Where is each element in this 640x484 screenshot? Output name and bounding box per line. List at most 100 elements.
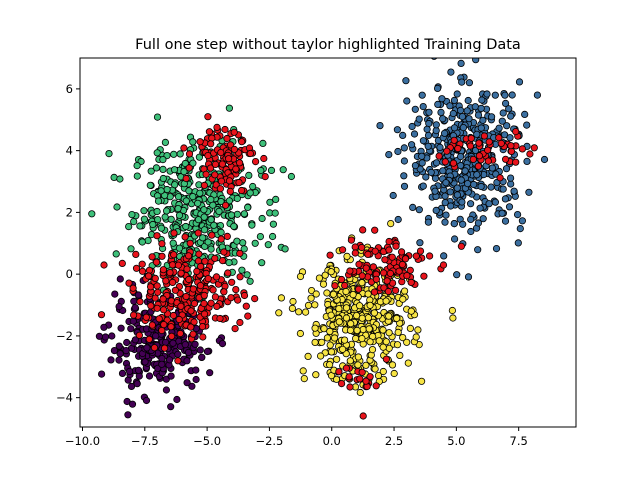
highlighted-point xyxy=(169,278,177,286)
data-point xyxy=(161,213,169,221)
data-point xyxy=(471,103,479,111)
data-point xyxy=(432,121,440,129)
highlighted-point xyxy=(199,333,207,341)
data-point xyxy=(449,314,457,322)
highlighted-point xyxy=(221,125,229,134)
data-point xyxy=(240,245,248,253)
data-point xyxy=(473,130,481,138)
highlighted-point xyxy=(125,279,133,287)
highlighted-point xyxy=(224,269,232,277)
data-point xyxy=(478,96,486,104)
data-point xyxy=(134,366,143,374)
highlighted-point xyxy=(97,311,106,319)
data-point xyxy=(110,173,118,181)
data-point xyxy=(400,172,408,180)
data-point xyxy=(258,214,266,223)
highlighted-point xyxy=(359,412,367,420)
data-point xyxy=(315,274,323,282)
data-point xyxy=(318,338,326,346)
data-point xyxy=(507,112,515,120)
data-point xyxy=(342,304,351,312)
data-point xyxy=(419,103,427,111)
data-point xyxy=(371,365,379,373)
highlighted-point xyxy=(230,145,238,153)
data-point xyxy=(474,219,482,227)
data-point xyxy=(366,338,374,346)
highlighted-point xyxy=(371,247,379,255)
data-point xyxy=(296,272,305,281)
data-point xyxy=(465,115,473,123)
x-tick-label: −10.0 xyxy=(65,434,100,448)
data-point xyxy=(330,334,339,342)
data-point xyxy=(370,309,378,317)
highlighted-point xyxy=(132,250,140,258)
data-point xyxy=(210,221,218,229)
data-point xyxy=(450,235,459,243)
data-point xyxy=(225,104,233,112)
data-point xyxy=(124,411,132,419)
data-point xyxy=(483,90,491,98)
data-point xyxy=(358,314,366,322)
data-point xyxy=(453,90,461,98)
data-point xyxy=(154,197,163,205)
highlighted-point xyxy=(147,283,155,291)
data-point xyxy=(329,290,338,298)
data-point xyxy=(335,305,343,313)
highlighted-point xyxy=(341,281,349,290)
highlighted-point xyxy=(355,260,363,268)
highlighted-point xyxy=(162,277,170,285)
data-point xyxy=(225,258,233,267)
highlighted-point xyxy=(345,373,353,381)
highlighted-point xyxy=(467,134,475,142)
data-point xyxy=(516,225,524,233)
highlighted-point xyxy=(261,173,269,181)
data-point xyxy=(518,217,527,225)
data-point xyxy=(352,311,361,320)
data-point xyxy=(390,369,398,378)
data-point xyxy=(144,237,152,245)
highlighted-point xyxy=(207,164,215,172)
data-point xyxy=(196,189,204,197)
highlighted-point xyxy=(212,273,221,281)
data-point xyxy=(127,245,135,253)
data-point xyxy=(171,181,179,189)
data-point xyxy=(446,102,454,110)
highlighted-point xyxy=(530,144,538,152)
highlighted-point xyxy=(159,266,167,274)
highlighted-point xyxy=(171,286,179,294)
data-point xyxy=(393,341,402,349)
highlighted-point xyxy=(153,304,161,312)
data-point xyxy=(206,369,214,377)
x-tick-label: 2.5 xyxy=(385,434,403,448)
data-point xyxy=(246,277,254,285)
data-point xyxy=(461,167,469,175)
highlighted-point xyxy=(485,138,493,146)
data-point xyxy=(141,358,149,366)
highlighted-point xyxy=(238,138,246,146)
data-point xyxy=(191,340,199,348)
data-point xyxy=(312,371,320,379)
highlighted-point xyxy=(234,296,242,304)
highlighted-point xyxy=(331,282,339,290)
data-point xyxy=(227,211,236,219)
data-point xyxy=(450,96,458,105)
data-point xyxy=(233,237,241,245)
data-point xyxy=(499,185,507,193)
data-point xyxy=(441,218,449,226)
data-point xyxy=(146,181,154,189)
highlighted-point xyxy=(169,311,177,320)
highlighted-point xyxy=(174,261,182,269)
data-point xyxy=(135,372,143,380)
highlighted-point xyxy=(177,302,185,310)
data-point xyxy=(138,238,146,246)
data-point xyxy=(474,111,483,119)
data-point xyxy=(362,361,370,369)
data-point xyxy=(399,295,407,303)
highlighted-point xyxy=(189,285,197,293)
highlighted-point xyxy=(228,278,236,286)
data-point xyxy=(127,382,136,390)
highlighted-point xyxy=(351,249,359,257)
data-point xyxy=(506,134,514,142)
data-point xyxy=(320,325,328,333)
